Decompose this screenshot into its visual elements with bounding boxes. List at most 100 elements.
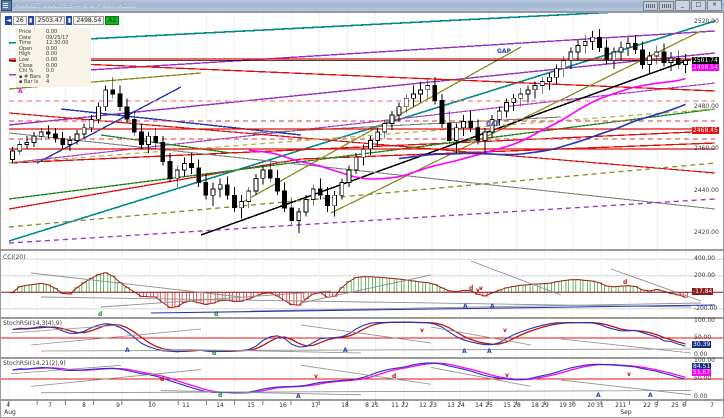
date-axis-tick-label: 14 <box>216 402 224 409</box>
price-chart-canvas[interactable] <box>1 13 723 249</box>
cci-axis-tick: 200.00 <box>694 271 715 279</box>
readout-row: Open 0.00 <box>19 45 89 53</box>
chart-annotation-marker: v <box>476 287 480 294</box>
oscillator-axis-tick: 0.00 <box>694 351 708 358</box>
date-axis-tick-label: 25 <box>671 402 679 409</box>
chart-annotation-marker: d <box>392 373 397 380</box>
price-chart-panel[interactable] <box>0 12 724 250</box>
readout-row: Chl % 0.0 <box>19 69 89 75</box>
readout-row: High 0.00 <box>19 52 89 58</box>
readout-label: High <box>19 51 31 58</box>
cci-indicator-panel[interactable] <box>0 250 724 318</box>
date-axis-tick-label: 8 <box>365 402 369 409</box>
readout-label: Open <box>19 45 33 52</box>
date-axis-tick-label: 4 Aug <box>4 402 16 416</box>
minimize-button[interactable]: _ <box>675 0 690 11</box>
chart-annotation-marker: v <box>503 327 507 334</box>
readout-value: 9 <box>46 73 50 80</box>
readout-label: ▪ Bar Is <box>19 79 39 86</box>
price-axis-tick: 2460.00 <box>694 144 719 152</box>
stochrsi-slow-panel[interactable] <box>0 358 724 400</box>
oscillator-value-box: 30.39 <box>692 340 712 348</box>
date-axis-tick-label: 11 <box>182 402 190 409</box>
readout-label: Time <box>19 40 32 47</box>
stochrsi-fast-title: StochRSI(14,3(4),9) <box>3 320 62 327</box>
readout-value: 0.00 <box>46 62 58 69</box>
price-axis-value-box: 2468.45 <box>692 127 719 135</box>
oscillator-axis-tick: 50.00 <box>694 375 712 382</box>
date-axis-tick-label: 28 <box>513 402 521 409</box>
window-controls: _ □ × <box>643 0 724 11</box>
date-axis-ticks <box>8 401 687 405</box>
date-axis-tick-label: 10 <box>148 402 156 409</box>
readout-value: 0.00 <box>46 56 58 63</box>
date-axis-tick-label: 16 <box>279 402 287 409</box>
toolbar-handle-icon[interactable] <box>643 0 658 11</box>
date-axis-tick-label: 7 <box>710 402 714 409</box>
oscillator-axis-tick: 100.00 <box>694 317 715 324</box>
quote-prev-button[interactable]: ◄ <box>5 16 12 25</box>
chart-annotation-marker: A <box>125 347 130 354</box>
oscillator-axis-tick: 50.00 <box>694 334 712 341</box>
cci-chart-canvas[interactable] <box>1 251 723 317</box>
date-axis-tick-label: 21 <box>615 402 623 409</box>
date-axis-tick-label: 17 <box>311 402 319 409</box>
chart-annotation-marker: v <box>420 327 424 334</box>
ask-tick-icon: ▮ <box>66 16 73 25</box>
date-axis-tick-label: 7 <box>48 402 52 409</box>
application-icon <box>1 0 12 11</box>
cci-value-box: -17.84 <box>692 288 714 296</box>
toolbar-handle-icon-2[interactable] <box>659 0 674 11</box>
chart-annotation-marker: d <box>469 285 474 292</box>
date-axis-tick-label: 29 <box>541 402 549 409</box>
chart-annotation-marker: d <box>212 350 217 357</box>
quote-bar[interactable]: ◄ 26 ▮ 2503.47 ▮ 2498.54 A2 <box>5 16 120 25</box>
maximize-button[interactable]: □ <box>691 0 706 11</box>
chart-annotation-marker: A <box>343 347 348 354</box>
readout-row: ▪ Bar Is 4 <box>19 80 89 86</box>
date-axis-tick-label: 1 Sep <box>620 402 632 416</box>
readout-value: 12:30:00 <box>46 40 69 47</box>
date-axis-tick-label: 22 <box>643 402 651 409</box>
bid-tick-icon: ▮ <box>27 16 34 25</box>
stochrsi-fast-canvas[interactable] <box>1 319 723 357</box>
date-axis-tick-label: 23 <box>429 402 437 409</box>
readout-value: 09/25/17 <box>46 34 69 41</box>
close-button[interactable]: × <box>707 0 722 11</box>
quote-bid: 2503.47 <box>34 16 66 25</box>
readout-row: Date 09/25/17 <box>19 34 89 42</box>
price-axis-tick: 2520.00 <box>694 18 719 26</box>
chart-annotation-marker: v <box>314 373 318 380</box>
chart-annotation-marker: A <box>462 348 467 355</box>
cci-axis-tick: 400.00 <box>694 255 715 263</box>
readout-row: Close 0.00 <box>19 62 89 70</box>
cci-axis-tick: -200.00 <box>694 304 718 312</box>
oscillator-axis-tick: 0.00 <box>694 393 708 400</box>
chart-annotation-marker: A <box>490 303 495 310</box>
window-title: MARKET ANALYSIS — S & P 500 INDEX <box>15 2 137 9</box>
date-axis-tick-label: 5 <box>654 402 658 409</box>
stochrsi-slow-title: StochRSI(14,21(2),9) <box>3 360 66 367</box>
window-title-bar: MARKET ANALYSIS — S & P 500 INDEX _ □ × <box>0 0 724 12</box>
chart-annotation-marker: A <box>18 88 23 95</box>
date-axis-tick-label: 20 <box>587 402 595 409</box>
chart-annotation-marker: d <box>214 311 219 318</box>
date-axis-tick-label: 13 <box>447 402 455 409</box>
chart-annotation-marker: v <box>627 371 631 378</box>
date-axis-tick-label: 24 <box>457 402 465 409</box>
date-axis-tick-label: 12 <box>419 402 427 409</box>
date-axis-tick-label: 11 <box>391 402 399 409</box>
date-axis-tick-label: 22 <box>401 402 409 409</box>
readout-value: 0.00 <box>46 29 58 35</box>
stochrsi-slow-canvas[interactable] <box>1 359 723 399</box>
chart-annotation-marker: d <box>623 279 628 286</box>
stochrsi-fast-panel[interactable] <box>0 318 724 358</box>
date-axis-tick-label: 9 <box>116 402 120 409</box>
date-axis-tick-label: 6 <box>682 402 686 409</box>
price-axis-value-box: 2498.54 <box>692 64 719 72</box>
date-axis-month: Sep <box>620 409 632 416</box>
date-axis-tick-label: 21 <box>371 402 379 409</box>
quote-period[interactable]: 26 <box>13 16 27 25</box>
readout-label: Price <box>19 29 32 35</box>
